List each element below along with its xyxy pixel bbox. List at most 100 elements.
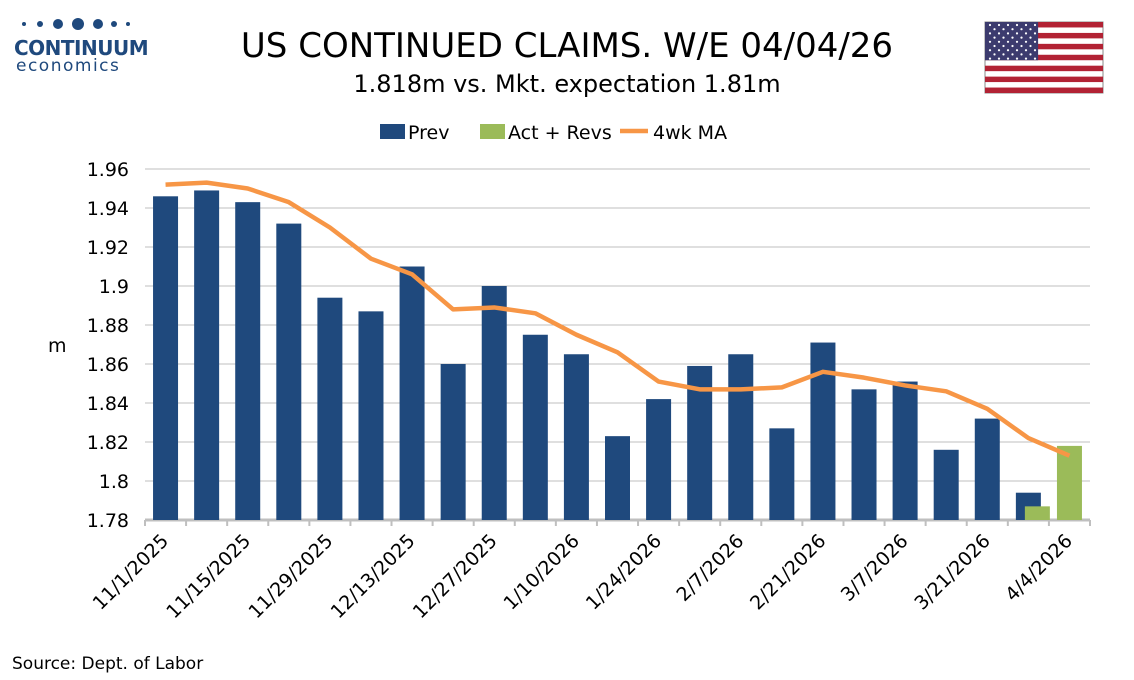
flag-star <box>993 53 996 56</box>
y-tick-label: 1.9 <box>99 276 129 298</box>
y-tick-label: 1.88 <box>87 315 129 337</box>
bar-prev <box>892 381 918 520</box>
y-axis-label: m <box>48 335 67 357</box>
bar-prev <box>440 364 466 520</box>
flag-star <box>1002 53 1005 56</box>
flag-star <box>1024 23 1028 27</box>
bar-prev <box>276 223 302 520</box>
flag-stripe <box>985 43 1103 50</box>
bar-prev <box>153 196 179 521</box>
flag-star <box>993 36 996 39</box>
flag-star <box>1011 44 1014 48</box>
legend-label: Prev <box>408 122 449 144</box>
flag-star <box>1020 28 1023 31</box>
bar-prev <box>646 399 672 520</box>
legend-swatch-1 <box>480 124 505 139</box>
flag-star <box>988 49 992 52</box>
bar-prev <box>933 449 959 520</box>
y-tick-label: 1.96 <box>87 159 129 181</box>
x-tick-label: 1/10/2026 <box>500 530 584 614</box>
flag-star <box>1020 36 1023 39</box>
bar-prev <box>687 365 713 520</box>
flag-star <box>1033 57 1037 60</box>
logo-text-economics: economics <box>16 56 121 76</box>
flag-star <box>1015 23 1019 27</box>
bar-prev <box>317 297 343 520</box>
flag-star <box>997 32 1001 35</box>
logo-text-continuum: CONTINUUM <box>14 36 149 60</box>
flag-star <box>1033 23 1037 27</box>
line-4wk-ma <box>165 180 1071 458</box>
y-tick-label: 1.94 <box>87 198 129 220</box>
flag-star <box>1024 32 1028 35</box>
bar-prev <box>358 311 384 520</box>
flag-star <box>1006 40 1010 43</box>
bar-prev <box>851 389 877 520</box>
flag-star <box>1024 57 1028 60</box>
flag-star <box>1006 49 1010 52</box>
y-tick-label: 1.8 <box>99 471 129 493</box>
flag-star <box>988 40 992 43</box>
logo-dot <box>53 19 63 29</box>
flag-star <box>1029 28 1032 31</box>
flag-star <box>997 57 1001 60</box>
x-tick-label: 1/24/2026 <box>582 530 666 614</box>
flag-star <box>1024 49 1028 52</box>
bar-act <box>1056 445 1082 520</box>
flag-star <box>1033 40 1037 43</box>
x-tick-label: 4/4/2026 <box>1001 530 1077 606</box>
flag-star <box>997 49 1001 52</box>
logo-dot <box>93 19 103 29</box>
bar-prev <box>563 354 589 520</box>
flag-star <box>1020 44 1023 48</box>
flag-star <box>1006 32 1010 35</box>
x-tick-label: 12/13/2025 <box>327 530 420 623</box>
logo-dot <box>126 22 130 26</box>
y-tick-label: 1.86 <box>87 354 129 376</box>
x-tick-label: 3/7/2026 <box>837 530 913 606</box>
flag-star <box>1015 57 1019 60</box>
x-tick-label: 2/7/2026 <box>672 530 748 606</box>
flag-star <box>1029 36 1032 39</box>
x-tick-label: 11/15/2025 <box>162 530 255 623</box>
flag-star <box>1015 49 1019 52</box>
x-tick-label: 11/1/2025 <box>89 530 173 614</box>
flag-stripe <box>985 87 1103 93</box>
flag-star <box>1033 49 1037 52</box>
legend-label: Act + Revs <box>508 122 612 144</box>
logo-dot <box>22 22 26 26</box>
y-tick-label: 1.84 <box>87 393 129 415</box>
bar-prev <box>235 202 261 520</box>
bar-act <box>1024 506 1050 520</box>
bar-prev <box>399 266 425 520</box>
y-tick-label: 1.92 <box>87 237 129 259</box>
logo-dot <box>72 18 84 30</box>
flag-star <box>993 28 996 31</box>
y-tick-label: 1.82 <box>87 432 129 454</box>
logo-dot <box>111 21 117 27</box>
bar-prev <box>605 436 630 520</box>
flag-stripe <box>985 65 1103 72</box>
flag-star <box>1011 28 1014 31</box>
legend-swatch-0 <box>380 124 405 139</box>
flag-star <box>988 23 992 27</box>
flag-star <box>1002 44 1005 48</box>
flag-star <box>1029 44 1032 48</box>
bar-prev <box>522 334 548 520</box>
flag-stripe <box>985 54 1103 61</box>
flag-stripe <box>985 22 1103 28</box>
flag-stripe <box>985 32 1103 39</box>
flag-star <box>1006 57 1010 60</box>
flag-star <box>1002 28 1005 31</box>
bar-prev <box>728 354 754 520</box>
chart-title: US CONTINUED CLAIMS. W/E 04/04/26 <box>240 26 894 66</box>
flag-star <box>1015 40 1019 43</box>
flag-star <box>1029 53 1032 56</box>
flag-star <box>993 44 996 48</box>
flag-star <box>1006 23 1010 27</box>
flag-star <box>997 23 1001 27</box>
flag-star <box>1002 36 1005 39</box>
legend-label: 4wk MA <box>653 122 727 144</box>
flag-star <box>988 57 992 60</box>
